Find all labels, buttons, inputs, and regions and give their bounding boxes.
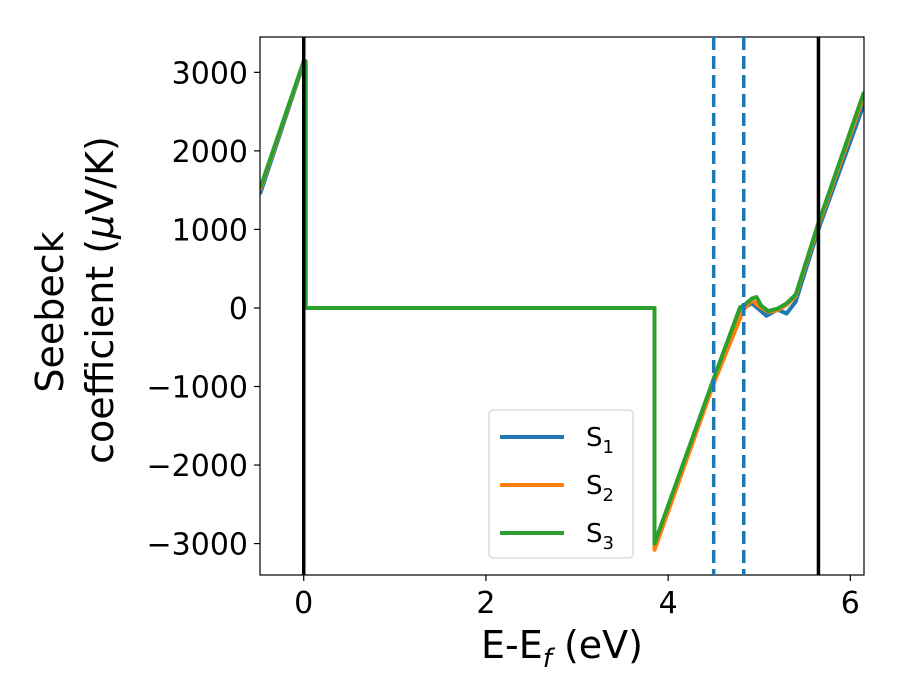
y-axis-ticks: 3000 2000 1000 0 −1000 −2000 −3000 <box>147 56 260 563</box>
x-tick-label: 2 <box>476 586 495 621</box>
legend-label-s3: S3 <box>586 519 614 554</box>
legend: S1 S2 S3 <box>488 409 634 559</box>
x-tick-label: 4 <box>659 586 678 621</box>
series-line-s3 <box>260 59 864 546</box>
y-tick-label: 1000 <box>172 213 248 248</box>
y-tick-label: −2000 <box>147 449 248 484</box>
x-tick-label: 6 <box>841 586 860 621</box>
x-axis-ticks: 0 2 4 6 <box>294 575 860 621</box>
y-axis-label-line1: Seebeck <box>28 231 72 392</box>
y-tick-label: 2000 <box>172 135 248 170</box>
y-tick-label: 0 <box>229 292 248 327</box>
y-axis-label-mu: μ <box>78 215 122 240</box>
y-tick-label: −3000 <box>147 528 248 563</box>
y-axis-label-line2: coefficient (μV/K) <box>78 136 122 464</box>
y-axis-label: Seebeck coefficient (μV/K) <box>28 136 122 464</box>
y-axis-label-suffix: V/K) <box>78 136 122 215</box>
y-axis-label-prefix: coefficient ( <box>78 239 122 464</box>
x-tick-label: 0 <box>294 586 313 621</box>
x-axis-label-main: E-E <box>481 623 543 667</box>
reference-lines-front <box>301 37 821 575</box>
y-tick-label: 3000 <box>172 56 248 91</box>
plot-frame <box>259 36 865 576</box>
y-tick-label: −1000 <box>147 371 248 406</box>
legend-label-s1: S1 <box>586 423 614 458</box>
legend-label-s2: S2 <box>586 471 614 506</box>
series-lines <box>260 59 864 552</box>
x-axis-label-unit: (eV) <box>552 623 643 667</box>
x-axis-label: E-Ef (eV) <box>481 623 643 674</box>
